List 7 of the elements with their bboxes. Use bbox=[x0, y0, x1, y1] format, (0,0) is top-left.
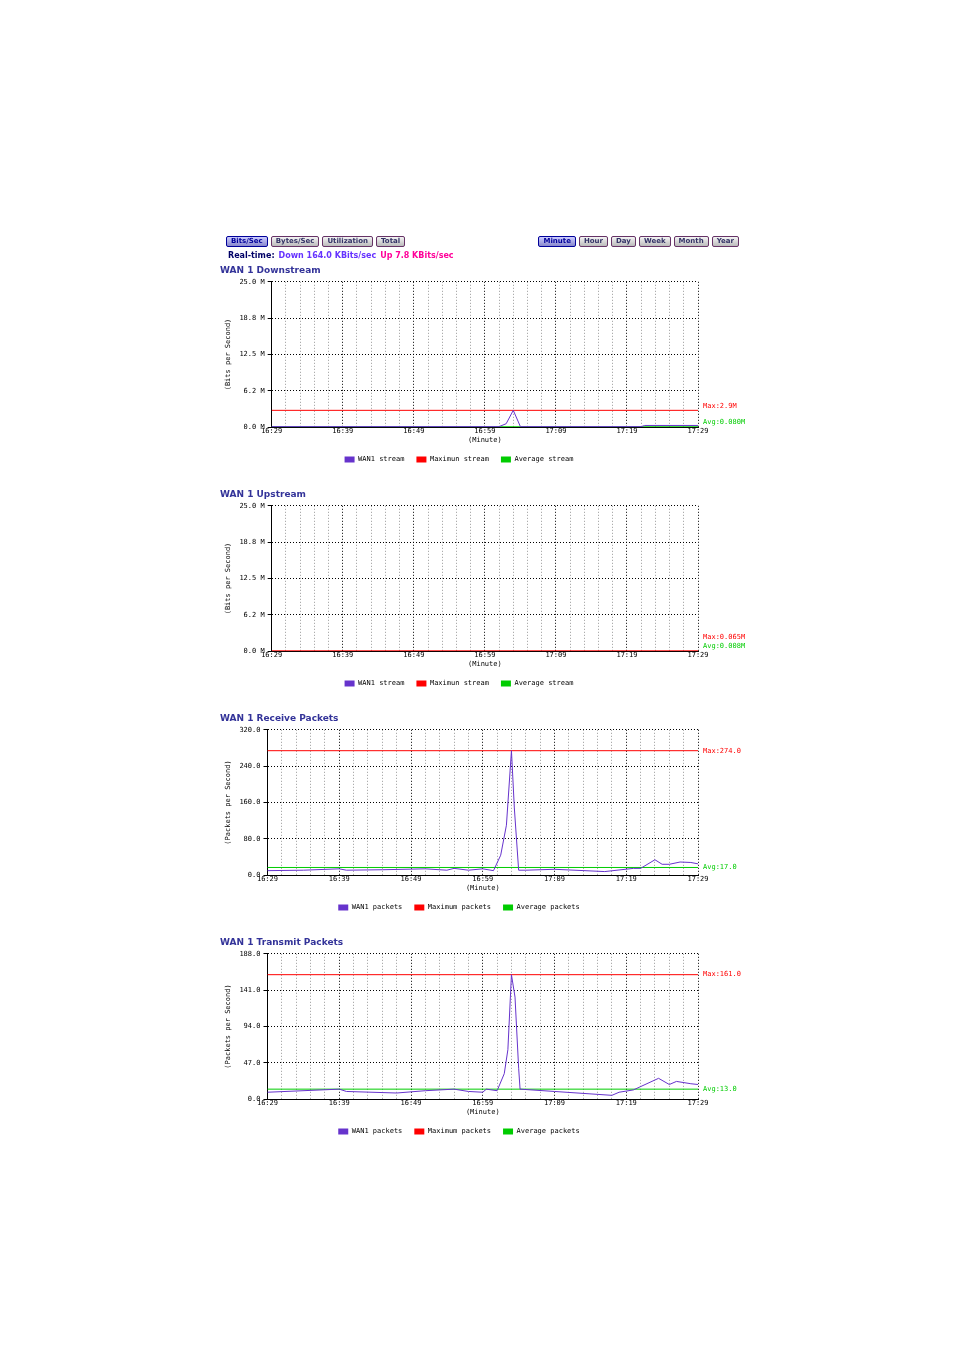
chart-title: WAN 1 Receive Packets bbox=[220, 712, 339, 723]
text: Real-time: bbox=[228, 251, 275, 260]
text: Down 164.0 KBits/sec bbox=[278, 251, 377, 260]
chart-title: WAN 1 Downstream bbox=[220, 264, 321, 275]
chart-title: WAN 1 Transmit Packets bbox=[220, 936, 344, 947]
chart-title: WAN 1 Upstream bbox=[220, 488, 306, 499]
text: Up 7.8 KBits/sec bbox=[380, 251, 454, 260]
